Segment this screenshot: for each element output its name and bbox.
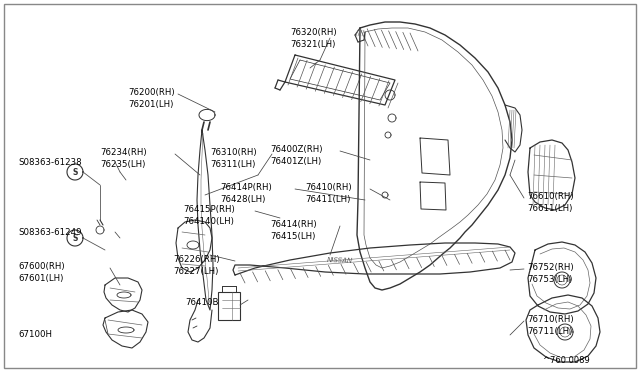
Text: 76410B: 76410B — [185, 298, 218, 307]
Text: S08363-61249: S08363-61249 — [18, 228, 81, 237]
Text: 76201(LH): 76201(LH) — [128, 100, 173, 109]
Text: ^760 0089: ^760 0089 — [543, 356, 590, 365]
Text: 76310(RH): 76310(RH) — [210, 148, 257, 157]
Text: 76415(LH): 76415(LH) — [270, 232, 316, 241]
Text: 76320(RH): 76320(RH) — [290, 28, 337, 37]
Text: 76415P(RH): 76415P(RH) — [183, 205, 235, 214]
Text: S08363-61238: S08363-61238 — [18, 158, 82, 167]
Text: 76226(RH): 76226(RH) — [173, 255, 220, 264]
Text: S: S — [72, 167, 77, 176]
Text: 76711(LH): 76711(LH) — [527, 327, 572, 336]
Text: NISSAN: NISSAN — [327, 257, 353, 263]
Text: 76752(RH): 76752(RH) — [527, 263, 573, 272]
Text: 76234(RH): 76234(RH) — [100, 148, 147, 157]
Text: 76414P(RH): 76414P(RH) — [220, 183, 272, 192]
Text: 76611(LH): 76611(LH) — [527, 204, 572, 213]
Text: 76710(RH): 76710(RH) — [527, 315, 573, 324]
Text: 76200(RH): 76200(RH) — [128, 88, 175, 97]
Text: 76610(RH): 76610(RH) — [527, 192, 573, 201]
Text: 76235(LH): 76235(LH) — [100, 160, 145, 169]
Text: 76753(LH): 76753(LH) — [527, 275, 572, 284]
Text: 76400Z(RH): 76400Z(RH) — [270, 145, 323, 154]
Text: 67601(LH): 67601(LH) — [18, 274, 63, 283]
Text: 76428(LH): 76428(LH) — [220, 195, 266, 204]
Text: 764140(LH): 764140(LH) — [183, 217, 234, 226]
Text: 67600(RH): 67600(RH) — [18, 262, 65, 271]
Text: 76311(LH): 76311(LH) — [210, 160, 255, 169]
Text: 76410(RH): 76410(RH) — [305, 183, 351, 192]
Text: 76227(LH): 76227(LH) — [173, 267, 218, 276]
Text: 76321(LH): 76321(LH) — [290, 40, 335, 49]
Text: 67100H: 67100H — [18, 330, 52, 339]
Text: 76414(RH): 76414(RH) — [270, 220, 317, 229]
Text: S: S — [72, 234, 77, 243]
Bar — [218, 292, 240, 320]
Text: 76401Z(LH): 76401Z(LH) — [270, 157, 321, 166]
Text: 76411(LH): 76411(LH) — [305, 195, 350, 204]
